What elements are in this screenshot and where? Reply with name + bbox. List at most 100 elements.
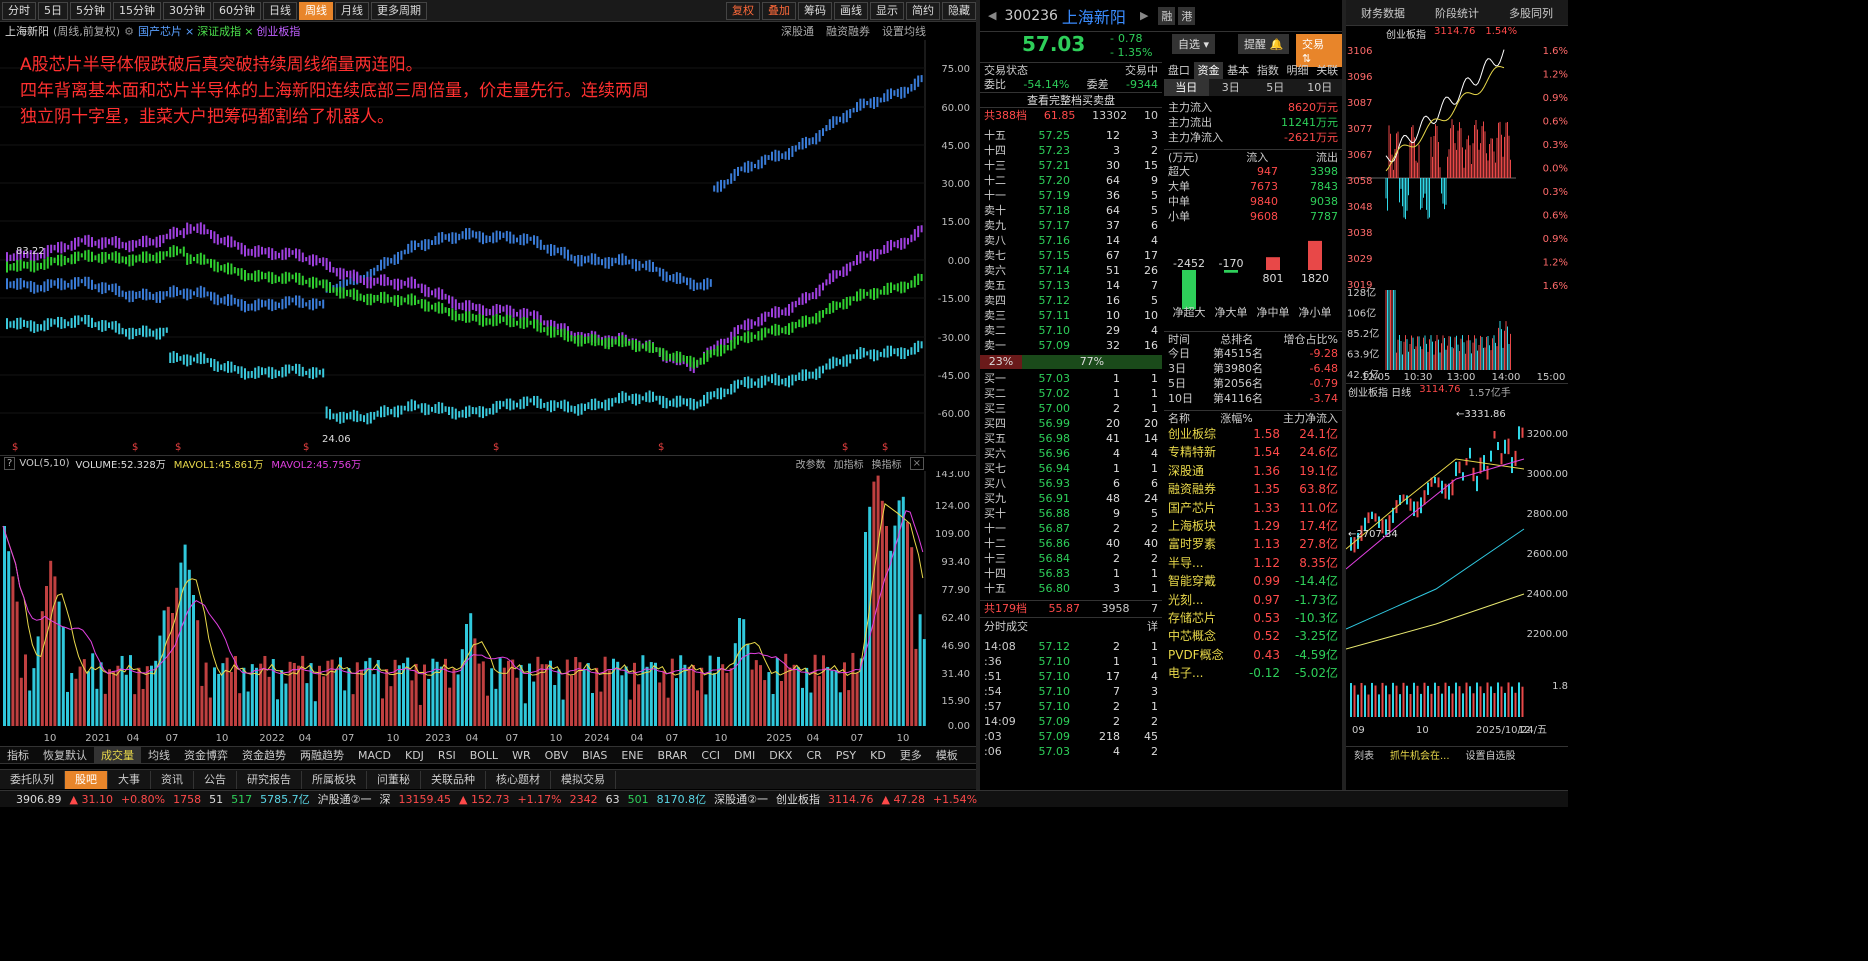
sells-row[interactable]: 十五 57.25 12 3 [980,128,1162,143]
tool-2[interactable]: 筹码 [798,1,832,20]
sector-row[interactable]: PVDF概念 0.43 -4.59亿 [1164,646,1342,664]
sector-row[interactable]: 半导... 1.12 8.35亿 [1164,554,1342,572]
sector-row[interactable]: 深股通 1.36 19.1亿 [1164,462,1342,480]
indicator-tab-23[interactable]: 模板 [935,749,958,762]
bottom-tab-7[interactable]: 问董秘 [367,770,421,789]
link-rzrq[interactable]: 融资融券 [826,25,870,38]
ticks-row[interactable]: :06 57.03 4 2 [980,744,1162,759]
side-bottom-2[interactable]: 设置自选股 [1465,751,1516,762]
indicator-tab-18[interactable]: DKX [769,748,793,762]
sells-row[interactable]: 十四 57.23 3 2 [980,143,1162,158]
indicator-tab-17[interactable]: DMI [734,748,756,762]
period-1[interactable]: 5日 [38,1,68,20]
sells-row[interactable]: 卖五 57.13 14 7 [980,278,1162,293]
remove-icon[interactable]: × [184,24,195,38]
indicator-tab-1[interactable]: 恢复默认 [43,749,87,762]
ticks-detail-button[interactable]: 详 [1147,620,1158,633]
period-0[interactable]: 分时 [2,1,36,20]
sells-row[interactable]: 卖三 57.11 10 10 [980,308,1162,323]
sells-row[interactable]: 卖七 57.15 67 17 [980,248,1162,263]
sells-row[interactable]: 十三 57.21 30 15 [980,158,1162,173]
period-8[interactable]: 月线 [335,1,369,20]
bottom-tab-8[interactable]: 关联品种 [421,770,486,789]
period-tab-0[interactable]: 当日 [1164,79,1209,96]
period-tab-3[interactable]: 10日 [1307,81,1333,94]
event-marker[interactable]: $ [842,442,848,453]
ticks-row[interactable]: 14:09 57.09 2 2 [980,714,1162,729]
ticks-row[interactable]: :57 57.10 2 1 [980,699,1162,714]
tool-5[interactable]: 简约 [906,1,940,20]
event-marker[interactable]: $ [882,442,888,453]
period-tab-1[interactable]: 3日 [1221,81,1240,94]
tool-0[interactable]: 复权 [726,1,760,20]
indicator-tab-15[interactable]: BRAR [657,748,688,762]
sells-row[interactable]: 卖一 57.09 32 16 [980,338,1162,353]
fund-tab-3[interactable]: 指数 [1256,64,1279,77]
tool-4[interactable]: 显示 [870,1,904,20]
indicator-tab-3[interactable]: 均线 [148,749,170,762]
sector-row[interactable]: 存储芯片 0.53 -10.3亿 [1164,609,1342,627]
bottom-tab-6[interactable]: 所属板块 [302,770,367,789]
buys-row[interactable]: 十五 56.80 3 1 [980,581,1162,596]
help-icon[interactable]: ? [4,457,16,470]
fund-tab-0[interactable]: 盘口 [1167,64,1190,77]
bottom-tab-1[interactable]: 股吧 [65,770,108,789]
overlay-3[interactable]: 创业板指 [256,25,301,38]
sector-row[interactable]: 创业板综 1.58 24.1亿 [1164,425,1342,443]
indicator-tab-4[interactable]: 资金博弈 [184,749,228,762]
sells-row[interactable]: 卖二 57.10 29 4 [980,323,1162,338]
buys-row[interactable]: 买八 56.93 6 6 [980,476,1162,491]
indicator-tab-22[interactable]: 更多 [899,749,922,762]
gear-icon[interactable]: ⚙ [124,24,134,38]
sells-row[interactable]: 卖四 57.12 16 5 [980,293,1162,308]
watchlist-button[interactable]: 自选 ▾ [1172,34,1216,54]
buys-row[interactable]: 买六 56.96 4 4 [980,446,1162,461]
indicator-tab-14[interactable]: ENE [621,748,644,762]
sector-row[interactable]: 电子... -0.12 -5.02亿 [1164,664,1342,682]
buys-row[interactable]: 买四 56.99 20 20 [980,416,1162,431]
event-marker[interactable]: $ [175,442,181,453]
indicator-tab-0[interactable]: 指标 [7,749,29,762]
ticks-row[interactable]: :51 57.10 17 4 [980,669,1162,684]
period-9[interactable]: 更多周期 [371,1,427,20]
ticks-row[interactable]: :03 57.09 218 45 [980,729,1162,744]
sector-row[interactable]: 智能穿戴 0.99 -14.4亿 [1164,572,1342,590]
sells-row[interactable]: 卖十 57.18 64 5 [980,203,1162,218]
sector-row[interactable]: 富时罗素 1.13 27.8亿 [1164,535,1342,553]
event-marker[interactable]: $ [303,442,309,453]
indicator-tab-10[interactable]: BOLL [469,748,499,762]
period-2[interactable]: 5分钟 [70,1,111,20]
alert-button[interactable]: 提醒 🔔 [1238,34,1290,54]
sells-row[interactable]: 十一 57.19 36 5 [980,188,1162,203]
panel-divider[interactable] [1342,0,1346,790]
buys-row[interactable]: 买二 57.02 1 1 [980,386,1162,401]
sector-row[interactable]: 中芯概念 0.52 -3.25亿 [1164,627,1342,645]
buys-row[interactable]: 买一 57.03 1 1 [980,371,1162,386]
buys-row[interactable]: 十一 56.87 2 2 [980,521,1162,536]
bottom-tab-5[interactable]: 研究报告 [237,770,302,789]
view-full-orderbook[interactable]: 查看完整档买卖盘 [980,92,1162,107]
sector-row[interactable]: 融资融券 1.35 63.8亿 [1164,480,1342,498]
indicator-tab-6[interactable]: 两融趋势 [300,749,344,762]
panel-divider[interactable] [976,0,980,790]
period-3[interactable]: 15分钟 [113,1,161,20]
period-5[interactable]: 60分钟 [213,1,261,20]
period-tab-2[interactable]: 5日 [1266,81,1285,94]
buys-row[interactable]: 买九 56.91 48 24 [980,491,1162,506]
sector-row[interactable]: 国产芯片 1.33 11.0亿 [1164,499,1342,517]
indicator-tab-12[interactable]: OBV [544,748,569,762]
index-intraday-chart[interactable]: 3106309630873077306730583048303830293019… [1346,40,1568,402]
buys-row[interactable]: 买五 56.98 41 14 [980,431,1162,446]
fund-tab-5[interactable]: 关联 [1316,64,1339,77]
period-6[interactable]: 日线 [263,1,297,20]
tool-1[interactable]: 叠加 [762,1,796,20]
ticks-row[interactable]: 14:08 57.12 2 1 [980,639,1162,654]
buys-row[interactable]: 十三 56.84 2 2 [980,551,1162,566]
fund-tab-2[interactable]: 基本 [1227,64,1250,77]
link-ma-settings[interactable]: 设置均线 [882,25,926,38]
side-bottom-1[interactable]: 抓牛机会在... [1390,751,1450,762]
link-sgt[interactable]: 深股通 [781,25,814,38]
side-tab-0[interactable]: 财务数据 [1361,6,1405,20]
bottom-tab-3[interactable]: 资讯 [151,770,194,789]
buys-row[interactable]: 买三 57.00 2 1 [980,401,1162,416]
